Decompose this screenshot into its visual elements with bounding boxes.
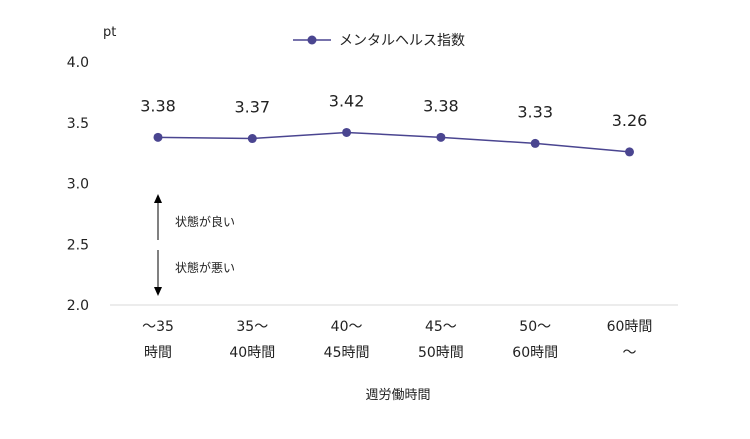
y-tick-label: 4.0 bbox=[67, 55, 89, 71]
x-tick-label: 45〜 bbox=[425, 319, 457, 335]
annotation-good: 状態が良い bbox=[175, 214, 235, 229]
y-tick-label: 2.5 bbox=[67, 237, 89, 253]
data-point bbox=[247, 134, 257, 144]
x-tick-label: 〜 bbox=[623, 345, 637, 361]
data-point bbox=[530, 138, 540, 148]
x-tick-label: 45時間 bbox=[324, 345, 370, 361]
y-tick-label: 3.0 bbox=[67, 177, 89, 193]
data-label: 3.37 bbox=[234, 98, 270, 117]
x-tick-label: 時間 bbox=[144, 345, 172, 361]
data-label: 3.38 bbox=[423, 96, 459, 115]
x-tick-label: 〜35 bbox=[142, 319, 174, 335]
x-tick-label: 60時間 bbox=[512, 345, 558, 361]
legend: メンタルヘルス指数 bbox=[293, 33, 465, 49]
x-axis-title: 週労働時間 bbox=[365, 388, 430, 403]
down-arrow-head-icon bbox=[154, 287, 162, 296]
x-tick-label: 50時間 bbox=[418, 345, 464, 361]
data-label: 3.42 bbox=[329, 91, 365, 110]
x-tick-label: 35〜 bbox=[236, 319, 268, 335]
data-point bbox=[342, 127, 352, 137]
data-point bbox=[625, 147, 634, 157]
direction-annotation: 状態が良い 状態が悪い bbox=[154, 194, 235, 296]
legend-marker bbox=[307, 35, 317, 45]
x-tick-label: 60時間 bbox=[607, 319, 653, 335]
data-label: 3.26 bbox=[612, 111, 648, 130]
y-tick-label: 2.0 bbox=[67, 298, 89, 314]
data-point bbox=[153, 132, 163, 142]
y-axis: 4.0 3.5 3.0 2.5 2.0 bbox=[67, 55, 89, 314]
data-label: 3.38 bbox=[140, 96, 176, 115]
y-axis-unit-label: pt bbox=[103, 25, 116, 40]
series-line bbox=[157, 131, 630, 153]
x-tick-label: 50〜 bbox=[519, 319, 551, 335]
data-point bbox=[436, 132, 446, 142]
data-label: 3.33 bbox=[517, 102, 553, 121]
annotation-bad: 状態が悪い bbox=[175, 260, 235, 275]
up-arrow-head-icon bbox=[154, 194, 162, 203]
x-tick-label: 40〜 bbox=[331, 319, 363, 335]
series-meantal-health-index: 3.38 3.37 3.42 3.38 3.33 3.26 bbox=[140, 91, 648, 157]
legend-series-label: メンタルヘルス指数 bbox=[339, 33, 465, 49]
y-tick-label: 3.5 bbox=[67, 116, 89, 132]
x-tick-label: 40時間 bbox=[229, 345, 275, 361]
